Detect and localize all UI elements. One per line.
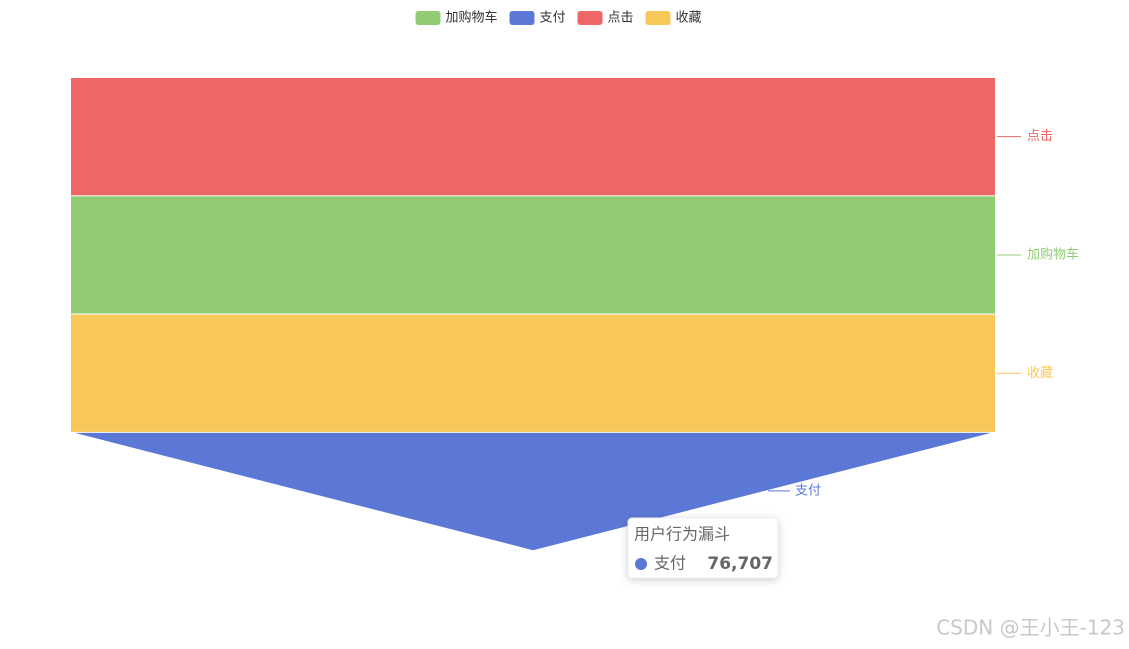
tooltip-value: 76,707 xyxy=(707,554,773,574)
legend-label: 点击 xyxy=(608,11,634,26)
legend-swatch xyxy=(415,11,441,25)
legend-item[interactable]: 收藏 xyxy=(645,11,702,26)
legend-swatch xyxy=(577,11,603,25)
layer-label: 支付 xyxy=(795,483,821,498)
funnel-layer xyxy=(71,314,995,432)
legend-item[interactable]: 支付 xyxy=(509,11,566,26)
tooltip-dot xyxy=(635,558,647,570)
legend-label: 加购物车 xyxy=(446,10,498,26)
legend-swatch xyxy=(645,11,671,25)
legend-swatch xyxy=(509,11,535,25)
tooltip-title: 用户行为漏斗 xyxy=(634,525,730,544)
layer-label: 收藏 xyxy=(1027,366,1053,381)
tooltip-name: 支付 xyxy=(654,554,686,573)
legend-label: 收藏 xyxy=(676,11,702,26)
funnel-layer xyxy=(75,432,991,551)
legend-item[interactable]: 加购物车 xyxy=(415,10,498,26)
legend-label: 支付 xyxy=(540,11,566,26)
tooltip-box xyxy=(627,517,779,579)
funnel-layer xyxy=(71,196,995,314)
watermark: CSDN @王小王-123 xyxy=(936,616,1125,640)
legend-item[interactable]: 点击 xyxy=(577,11,634,26)
funnel-layer xyxy=(71,78,995,196)
layer-label: 点击 xyxy=(1027,129,1053,144)
layer-label: 加购物车 xyxy=(1027,246,1079,262)
